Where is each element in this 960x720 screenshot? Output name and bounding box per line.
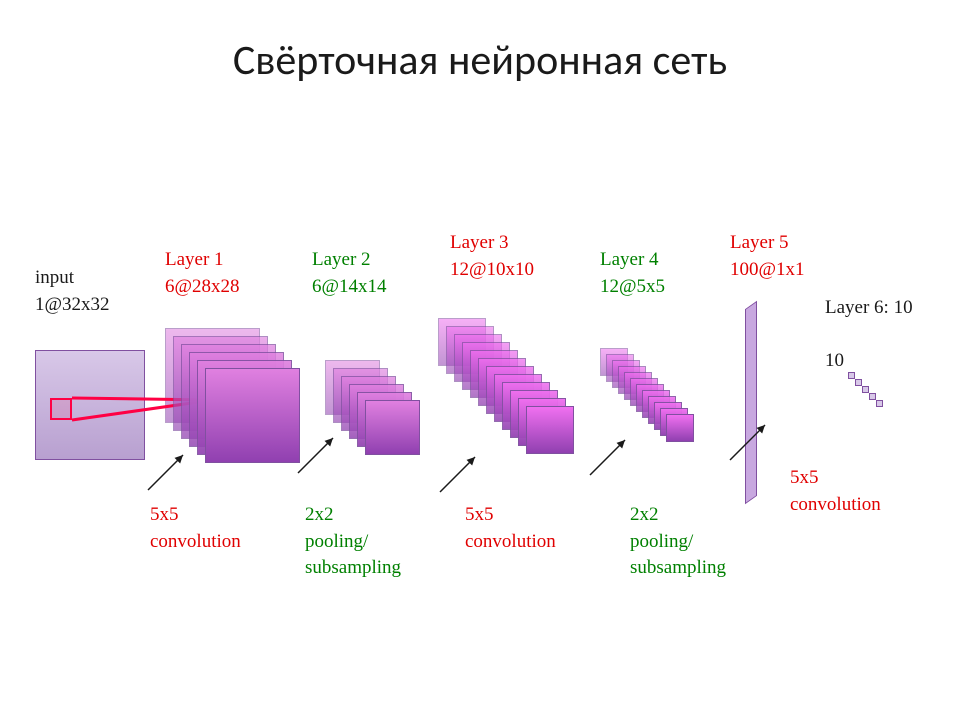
op-size: 2x2 <box>305 504 334 525</box>
layer-label-4: Layer 4 12@5x5 <box>600 247 665 300</box>
feature-map <box>365 400 420 455</box>
feature-map <box>526 406 574 454</box>
output-neuron <box>869 393 876 400</box>
layer-dims: 6@28x28 <box>165 276 240 297</box>
layer-label-5: Layer 5 100@1x1 <box>730 230 805 283</box>
input-dims: 1@32x32 <box>35 294 110 315</box>
layer-name: Layer 1 <box>165 249 224 270</box>
op-type: pooling/ <box>305 531 368 552</box>
op-arrow <box>440 457 475 492</box>
op-arrow <box>590 440 625 475</box>
layer6-label: Layer 6: 10 10 <box>825 295 913 375</box>
receptive-field-box <box>50 398 72 420</box>
output-neuron <box>862 386 869 393</box>
op-type: convolution <box>465 531 556 552</box>
op-label-1: 5x5 convolution <box>150 502 241 555</box>
op-label-3: 5x5 convolution <box>465 502 556 555</box>
op-size: 5x5 <box>790 467 819 488</box>
op-type: convolution <box>150 531 241 552</box>
op-size: 2x2 <box>630 504 659 525</box>
layer-label-2: Layer 2 6@14x14 <box>312 247 387 300</box>
layer-name: Layer 4 <box>600 249 659 270</box>
layer6-name: Layer 6: 10 <box>825 297 913 318</box>
op-arrow <box>148 455 183 490</box>
layer-dims: 6@14x14 <box>312 276 387 297</box>
input-label: input 1@32x32 <box>35 265 110 318</box>
layer6-sub: 10 <box>825 350 844 371</box>
layer-label-1: Layer 1 6@28x28 <box>165 247 240 300</box>
layer-name: Layer 3 <box>450 232 509 253</box>
layer-dims: 12@5x5 <box>600 276 665 297</box>
output-neuron <box>848 372 855 379</box>
op-label-4: 2x2 pooling/subsampling <box>630 502 726 582</box>
op-label-2: 2x2 pooling/subsampling <box>305 502 401 582</box>
cnn-diagram: input 1@32x32 Layer 1 6@28x28 Layer 2 6@14x1… <box>30 200 930 640</box>
op-size: 5x5 <box>465 504 494 525</box>
feature-map <box>666 414 694 442</box>
input-name: input <box>35 267 74 288</box>
layer-label-3: Layer 3 12@10x10 <box>450 230 534 283</box>
op-label-5: 5x5 convolution <box>790 465 881 518</box>
op-type2: subsampling <box>305 557 401 578</box>
output-neuron <box>855 379 862 386</box>
op-arrow <box>298 438 333 473</box>
layer-name: Layer 5 <box>730 232 789 253</box>
op-type: convolution <box>790 494 881 515</box>
layer-name: Layer 2 <box>312 249 371 270</box>
op-size: 5x5 <box>150 504 179 525</box>
op-type2: subsampling <box>630 557 726 578</box>
layer-dims: 12@10x10 <box>450 259 534 280</box>
layer-dims: 100@1x1 <box>730 259 805 280</box>
slide-title: Свёрточная нейронная сеть <box>0 35 960 86</box>
op-type: pooling/ <box>630 531 693 552</box>
feature-map <box>205 368 300 463</box>
output-neuron <box>876 400 883 407</box>
fc-layer-bar <box>745 301 757 504</box>
